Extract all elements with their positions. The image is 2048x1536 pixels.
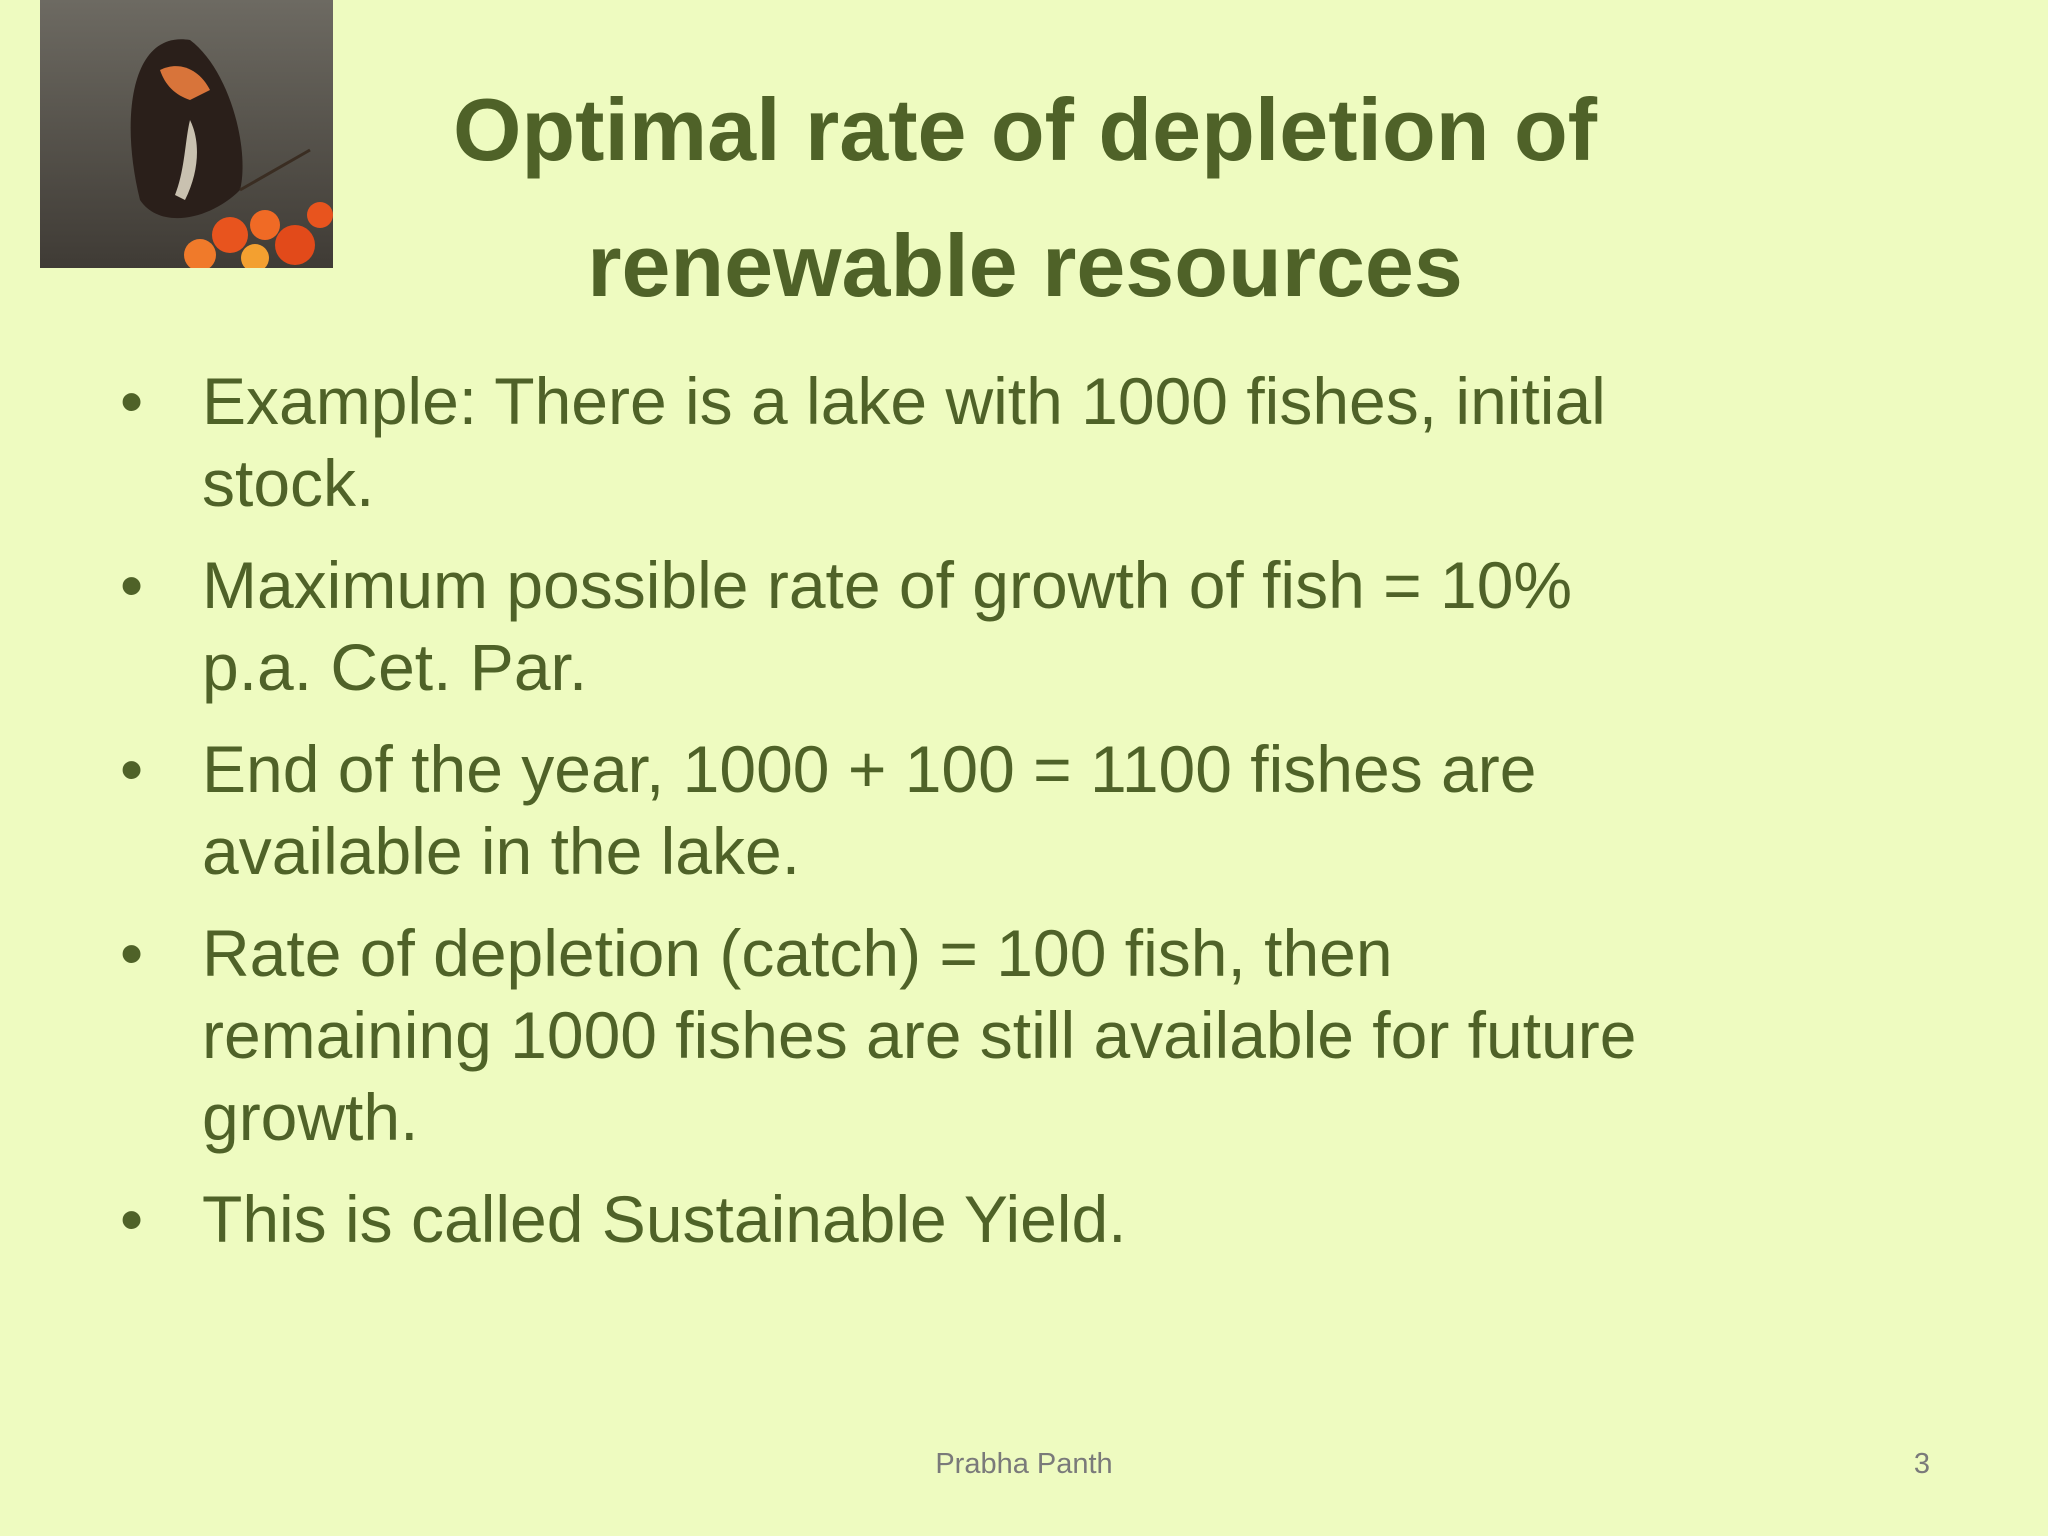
bullet-marker: • xyxy=(120,916,144,990)
bullet-item: • End of the year, 1000 + 100 = 1100 fish… xyxy=(120,728,2020,892)
bullet-item: • Rate of depletion (catch) = 100 fish, t… xyxy=(120,912,2020,1158)
footer-author: Prabha Panth xyxy=(935,1448,1113,1480)
bullet-text-line: available in the lake. xyxy=(202,814,801,888)
bullet-item: • This is called Sustainable Yield. xyxy=(120,1178,2020,1260)
bullet-text-line: growth. xyxy=(202,1080,419,1154)
bullet-text-line: This is called Sustainable Yield. xyxy=(202,1182,1127,1256)
butterfly-photo xyxy=(40,0,333,268)
bullet-marker: • xyxy=(120,364,144,438)
title-line: Optimal rate of depletion of xyxy=(452,80,1598,179)
bullet-text-line: stock. xyxy=(202,446,375,520)
page-number: 3 xyxy=(1913,1448,1930,1480)
bullet-text-line: p.a. Cet. Par. xyxy=(202,630,588,704)
bullet-text-line: Rate of depletion (catch) = 100 fish, th… xyxy=(202,916,1393,990)
title-line: renewable resources xyxy=(587,216,1463,315)
slide-title: Optimal rate of depletion of renewable re… xyxy=(340,62,1710,334)
bullet-text-line: remaining 1000 fishes are still availabl… xyxy=(202,998,1637,1072)
bullet-text-line: End of the year, 1000 + 100 = 1100 fishe… xyxy=(202,732,1537,806)
bullet-marker: • xyxy=(120,548,144,622)
bullet-item: • Maximum possible rate of growth of fish… xyxy=(120,544,2020,708)
bullet-marker: • xyxy=(120,732,144,806)
bullet-text-line: Example: There is a lake with 1000 fishe… xyxy=(202,364,1606,438)
bullet-text-line: Maximum possible rate of growth of fish … xyxy=(202,548,1573,622)
bullet-item: • Example: There is a lake with 1000 fish… xyxy=(120,360,2020,524)
bullet-marker: • xyxy=(120,1182,144,1256)
bullet-list: • Example: There is a lake with 1000 fish… xyxy=(120,360,2020,1280)
